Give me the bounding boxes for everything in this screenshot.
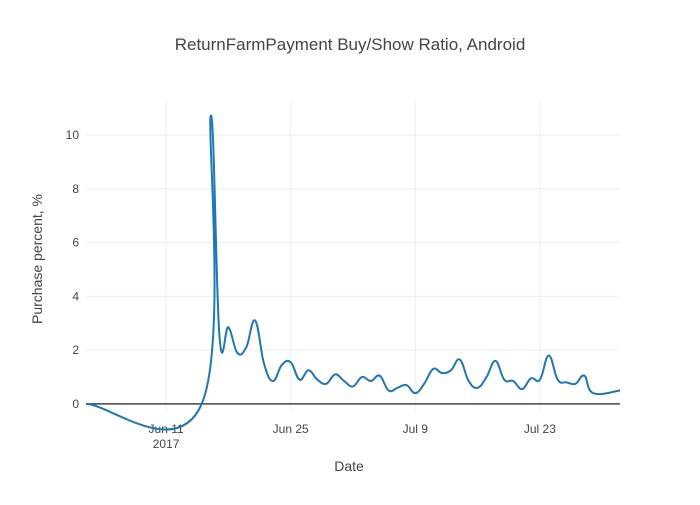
y-tick-label: 0 [72,397,79,411]
series-line[interactable] [85,114,621,431]
gridlines [86,100,620,412]
x-axis-label: Date [334,458,364,474]
y-tick-labels: 0 2 4 6 8 10 [66,128,80,411]
x-tick-label: Jul 9 [403,422,429,436]
y-tick-label: 6 [72,236,79,250]
x-tick-label: Jul 23 [524,422,556,436]
y-axis-label: Purchase percent, % [29,194,45,324]
y-tick-label: 10 [66,128,80,142]
y-tick-label: 8 [72,182,79,196]
x-tick-sublabel: 2017 [153,437,180,451]
y-tick-label: 4 [72,289,79,303]
y-tick-label: 2 [72,343,79,357]
series-layer [85,114,621,431]
x-tick-label: Jun 25 [273,422,309,436]
chart-title: ReturnFarmPayment Buy/Show Ratio, Androi… [175,35,526,54]
